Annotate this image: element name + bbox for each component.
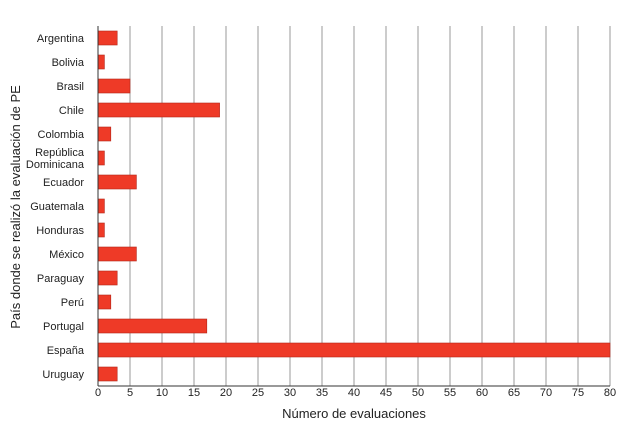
category-label: Colombia [38,129,85,141]
x-tick-label: 25 [252,387,264,399]
bar [97,126,112,142]
bar [97,294,112,310]
x-tick-label: 35 [316,387,328,399]
category-labels: Argentina Bolivia Brasil Chile Colombia Repúb… [26,33,85,381]
bar [97,54,105,70]
axes [97,26,610,387]
category-label: Perú [61,297,84,309]
bar [97,318,208,334]
x-tick-label: 50 [412,387,424,399]
x-tick-label: 75 [572,387,584,399]
x-tick-label: 30 [284,387,296,399]
category-label: Bolivia [52,57,85,69]
bar [97,102,220,118]
bar [97,246,137,262]
x-tick-label: 40 [348,387,360,399]
category-label: Argentina [37,33,85,45]
category-label: Paraguay [37,273,85,285]
bar [97,198,105,214]
bar [97,174,137,190]
gridlines [129,26,611,386]
bar [97,342,611,358]
category-label: Guatemala [30,201,85,213]
bar [97,150,105,166]
category-label: Uruguay [42,369,84,381]
x-tick-label: 15 [188,387,200,399]
category-label: Brasil [56,81,84,93]
x-tick-label: 45 [380,387,392,399]
y-axis-title: País donde se realizó la evaluación de P… [8,85,23,329]
x-tick-label: 5 [127,387,133,399]
bar [97,222,105,238]
x-tick-label: 65 [508,387,520,399]
x-axis-title: Número de evaluaciones [282,406,426,421]
x-tick-label: 55 [444,387,456,399]
bar [97,270,118,286]
x-tick-label: 10 [156,387,168,399]
x-tick-label: 70 [540,387,552,399]
category-label: Ecuador [43,177,84,189]
category-label: Portugal [43,321,84,333]
x-tick-label: 60 [476,387,488,399]
x-tick-label: 0 [95,387,101,399]
category-label: México [49,249,84,261]
category-label: Honduras [36,225,84,237]
category-label: España [47,345,85,357]
category-label: Chile [59,105,84,117]
x-tick-label: 80 [604,387,616,399]
bar [97,78,131,94]
bar [97,30,118,46]
bars [97,30,611,382]
x-tick-labels: 0 5 10 15 20 25 30 35 40 45 50 55 60 65 70 75 80 [95,387,616,399]
bar [97,366,118,382]
x-tick-label: 20 [220,387,232,399]
category-label: República Dominicana [26,147,85,171]
